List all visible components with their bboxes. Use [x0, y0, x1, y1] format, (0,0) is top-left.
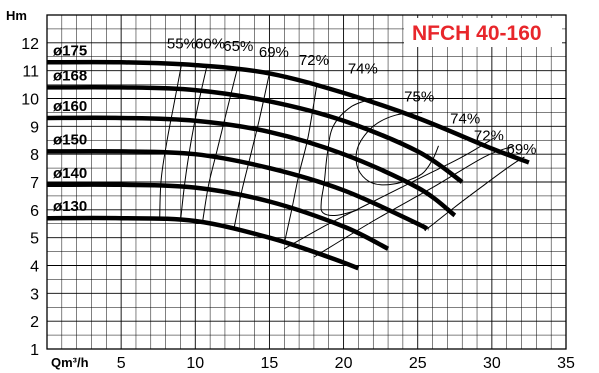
efficiency-label: 69% — [506, 141, 536, 158]
efficiency-curves — [159, 62, 525, 258]
impeller-curve — [46, 59, 530, 165]
x-axis-label: Qm³/h — [51, 355, 89, 370]
labels: ø175ø168ø160ø150ø140ø1301234567891011125… — [21, 35, 575, 372]
efficiency-label: 65% — [223, 38, 253, 55]
y-tick-label: 11 — [22, 64, 39, 81]
impeller-label: ø175 — [53, 42, 87, 59]
y-tick-label: 10 — [21, 92, 39, 109]
impeller-curve — [46, 148, 430, 232]
efficiency-label: 72% — [474, 127, 504, 144]
y-tick-label: 8 — [30, 147, 39, 164]
impeller-label: ø130 — [53, 198, 87, 215]
efficiency-curve — [233, 73, 270, 230]
x-tick-label: 30 — [483, 355, 501, 372]
efficiency-label: 74% — [348, 60, 378, 77]
plot-frame — [46, 14, 567, 350]
axes — [46, 14, 567, 350]
y-tick-label: 7 — [30, 175, 39, 192]
x-tick-label: 35 — [557, 355, 575, 372]
x-tick-label: 10 — [186, 355, 204, 372]
efficiency-curve — [313, 145, 515, 258]
x-tick-label: 20 — [335, 355, 353, 372]
efficiency-curve — [284, 137, 496, 250]
impeller-label: ø160 — [53, 98, 87, 115]
efficiency-curve — [355, 111, 439, 186]
efficiency-label: 75% — [404, 88, 434, 105]
impeller-label: ø140 — [53, 165, 87, 182]
efficiency-label: 60% — [195, 35, 225, 52]
efficiency-label: 55% — [167, 35, 197, 52]
y-tick-label: 4 — [30, 259, 39, 276]
x-tick-label: 25 — [409, 355, 427, 372]
y-tick-label: 6 — [30, 203, 39, 220]
impeller-curves — [46, 59, 530, 271]
impeller-curve — [46, 215, 360, 271]
chart-title: NFCH 40-160 — [412, 22, 542, 45]
y-tick-label: 2 — [30, 314, 39, 331]
impeller-curve — [46, 182, 390, 251]
efficiency-label: 74% — [450, 111, 480, 128]
x-tick-label: 5 — [117, 355, 126, 372]
impeller-label: ø150 — [53, 131, 87, 148]
y-tick-label: 3 — [30, 286, 39, 303]
impeller-curve — [46, 115, 457, 218]
impeller-label: ø168 — [53, 67, 87, 84]
title-box — [404, 18, 562, 47]
y-tick-label: 5 — [30, 231, 39, 248]
impeller-curve — [46, 84, 464, 184]
grid — [47, 15, 566, 349]
y-tick-label: 12 — [21, 36, 39, 53]
y-tick-label: 1 — [30, 342, 39, 359]
x-tick-label: 15 — [261, 355, 279, 372]
efficiency-curve — [426, 156, 525, 230]
y-axis-label: Hm — [6, 8, 27, 23]
y-tick-label: 9 — [30, 119, 39, 136]
efficiency-label: 72% — [299, 52, 329, 69]
efficiency-curve — [202, 70, 238, 222]
efficiency-label: 69% — [259, 44, 289, 61]
